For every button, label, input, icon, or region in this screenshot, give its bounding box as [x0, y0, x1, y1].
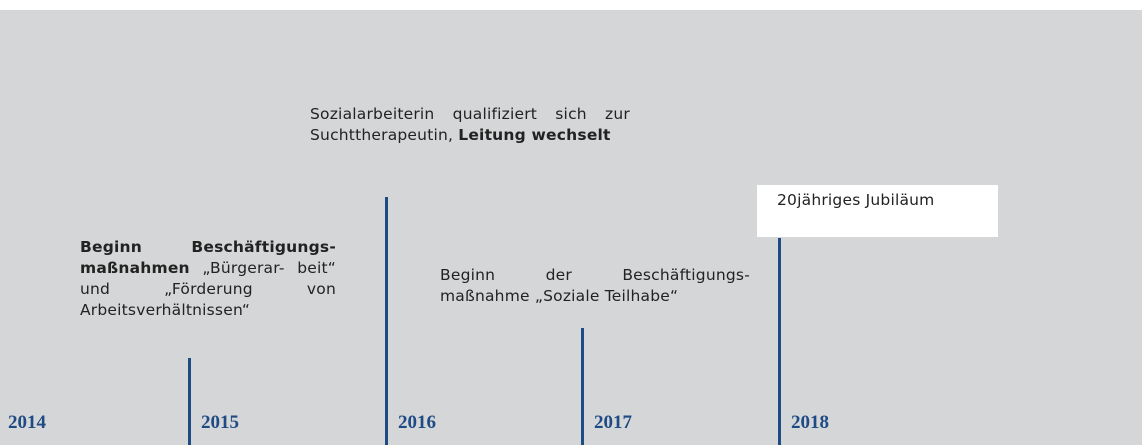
year: 2015: [201, 412, 239, 433]
year: 2018: [791, 412, 829, 433]
timeline-marker: [581, 328, 584, 445]
text: Beginn der Beschäftigungs- maßnahme „Soz…: [440, 266, 750, 305]
bold-text: Leitung wechselt: [458, 126, 611, 144]
event: Sozialarbeiterin qualifiziert sich zur S…: [310, 104, 630, 146]
year: 2014: [8, 412, 46, 433]
timeline-marker: [778, 238, 781, 445]
timeline-marker: [385, 197, 388, 445]
text: Sozialarbeiterin qualifiziert sich zur S…: [310, 105, 630, 144]
year: 2016: [398, 412, 436, 433]
text: 20jähriges Jubiläum: [777, 191, 935, 209]
highlight-box: [757, 185, 998, 237]
event: Beginn der Beschäftigungs- maßnahme „Soz…: [440, 265, 750, 307]
top-strip: [0, 0, 1142, 10]
year: 2017: [594, 412, 632, 433]
event: 20jähriges Jubiläum: [777, 190, 992, 211]
text: „Bürgerar- beit“ und „Förderung von Arbe…: [80, 259, 336, 319]
event: Beginn Beschäftigungs- maßnahmen „Bürger…: [80, 237, 336, 321]
bold-text: Beginn Beschäftigungs- maßnahmen: [80, 238, 336, 277]
timeline-marker: [188, 358, 191, 445]
